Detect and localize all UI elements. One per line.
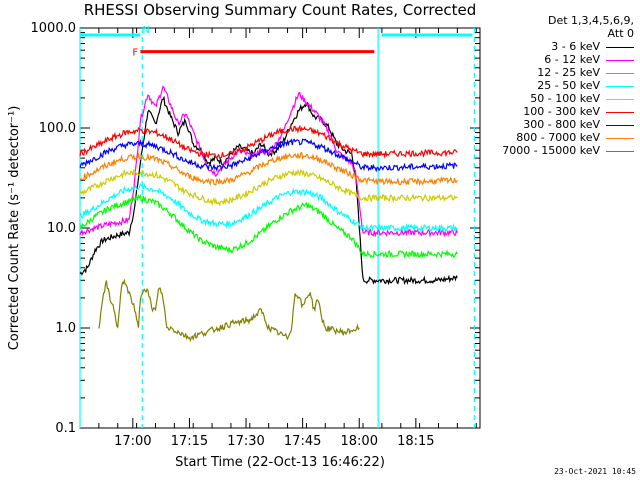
plot-area: 1000.0 100.0 10.0 1.0 0.1 17:00 17:15 17:30 17:4… [7,21,481,449]
chart-title: RHESSI Observing Summary Count Rates, Co… [83,1,477,19]
y-tick-label: 1.0 [55,321,76,336]
series-line [98,278,360,343]
y-tick-label: 1000.0 [31,21,77,36]
legend-label: 12 - 25 keV [537,66,600,79]
series-line [79,85,458,238]
legend-swatch [606,125,634,126]
series-line [79,124,458,160]
detector-list: Det 1,3,4,5,6,9, [547,14,634,27]
series-line [79,193,458,259]
legend-swatch [606,99,634,100]
series-line [79,151,458,187]
x-tick-label: 17:15 [171,434,208,449]
legend-swatch [606,47,634,48]
legend-label: 25 - 50 keV [537,79,600,92]
legend-label: 7000 - 15000 keV [502,144,600,157]
legend-swatch [606,86,634,87]
y-tick-label: 0.1 [55,421,76,436]
flag-label: N [142,25,149,36]
x-tick-label: 17:00 [114,434,151,449]
legend-swatch [606,151,634,152]
series-line [79,95,458,286]
x-tick-label: 17:45 [284,434,321,449]
series-line [79,138,458,173]
attenuator-state: Att 0 [607,27,634,40]
legend-swatch [606,60,634,61]
legend-swatch [606,112,634,113]
legend-label: 50 - 100 keV [530,92,600,105]
legend-swatch [606,73,634,74]
y-tick-label: 100.0 [39,121,76,136]
x-tick-label: 18:00 [341,434,378,449]
x-tick-label: 18:15 [397,434,434,449]
series-line [79,168,458,207]
series-line [79,182,458,233]
legend-label: 6 - 12 keV [544,53,600,66]
legend-label: 3 - 6 keV [551,40,600,53]
legend-label: 100 - 300 keV [523,105,600,118]
x-tick-label: 17:30 [227,434,264,449]
y-axis-label: Corrected Count Rate (s⁻¹ detector⁻¹) [7,106,22,351]
y-tick-label: 10.0 [47,221,76,236]
legend-swatch [606,138,634,139]
x-axis-label: Start Time (22-Oct-13 16:46:22) [175,455,385,470]
legend-label: 800 - 7000 keV [516,131,600,144]
plot-frame [79,27,481,429]
legend-label: 300 - 800 keV [523,118,600,131]
generated-timestamp: 23-Oct-2021 10:45 [554,467,636,476]
flag-label: F [132,48,138,59]
